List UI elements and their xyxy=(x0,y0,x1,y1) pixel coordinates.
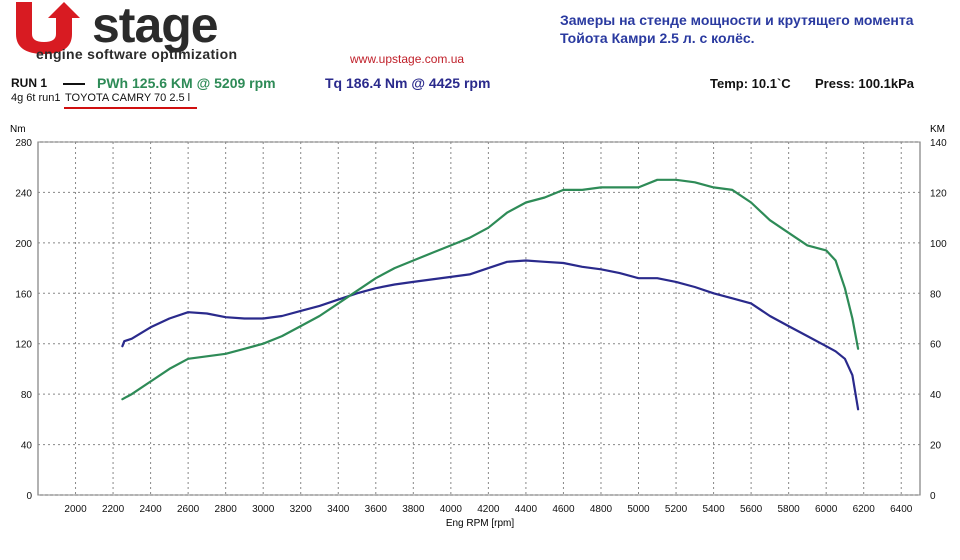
x-tick-label: 5200 xyxy=(665,504,688,515)
x-tick-label: 2200 xyxy=(102,504,125,515)
x-axis-label: Eng RPM [rpm] xyxy=(446,518,515,529)
x-tick-label: 6000 xyxy=(815,504,838,515)
y-right-tick-label: 120 xyxy=(930,188,947,199)
y-left-unit-label: Nm xyxy=(10,124,26,135)
temperature-readout: Temp: 10.1`C xyxy=(710,76,791,91)
run-label: RUN 1 xyxy=(11,76,48,90)
x-tick-label: 3800 xyxy=(402,504,425,515)
power-series-line xyxy=(121,178,860,401)
x-tick-label: 4400 xyxy=(515,504,538,515)
y-right-tick-label: 40 xyxy=(930,390,942,401)
legend-line xyxy=(63,83,85,85)
x-tick-label: 4200 xyxy=(477,504,500,515)
site-url: www.upstage.com.ua xyxy=(350,52,465,66)
axes: 2000 2200 2400 2600 2800 3000 3200 3400 3600 3800… xyxy=(15,138,947,515)
y-left-tick-label: 160 xyxy=(15,289,32,300)
y-left-tick-label: 80 xyxy=(21,390,33,401)
power-peak-readout: PWh 125.6 KM @ 5209 rpm xyxy=(97,75,276,91)
x-tick-label: 3200 xyxy=(290,504,313,515)
upstage-logo: stage engine software optimization xyxy=(6,0,306,64)
y-right-tick-label: 80 xyxy=(930,289,942,300)
x-tick-label: 3600 xyxy=(365,504,388,515)
y-left-tick-label: 120 xyxy=(15,340,32,351)
x-tick-label: 4000 xyxy=(440,504,463,515)
x-tick-label: 5400 xyxy=(702,504,725,515)
x-tick-label: 4600 xyxy=(552,504,575,515)
y-left-tick-label: 0 xyxy=(26,491,32,502)
logo-word: stage xyxy=(92,0,219,53)
y-right-tick-label: 140 xyxy=(930,138,947,149)
car-underline xyxy=(64,107,197,109)
y-right-tick-label: 60 xyxy=(930,340,942,351)
x-tick-label: 2000 xyxy=(64,504,87,515)
y-right-tick-label: 0 xyxy=(930,491,936,502)
x-tick-label: 3000 xyxy=(252,504,275,515)
x-tick-label: 2600 xyxy=(177,504,200,515)
x-tick-label: 6400 xyxy=(890,504,913,515)
torque-series-line xyxy=(121,259,860,411)
car-name: TOYOTA CAMRY 70 2.5 l xyxy=(65,92,191,104)
y-left-tick-label: 200 xyxy=(15,239,32,250)
x-tick-label: 6200 xyxy=(853,504,876,515)
y-left-tick-label: 280 xyxy=(15,138,32,149)
series-group xyxy=(121,178,860,411)
x-tick-label: 4800 xyxy=(590,504,613,515)
chart-subtitle: Замеры на стенде мощности и крутящего мо… xyxy=(560,12,914,46)
logo-u-arrow-icon xyxy=(16,2,80,54)
x-tick-label: 3400 xyxy=(327,504,350,515)
y-right-unit-label: KM xyxy=(930,124,945,135)
y-left-tick-label: 40 xyxy=(21,441,33,452)
torque-peak-readout: Tq 186.4 Nm @ 4425 rpm xyxy=(325,75,491,91)
x-tick-label: 2800 xyxy=(215,504,238,515)
x-tick-label: 5000 xyxy=(627,504,650,515)
x-tick-label: 2400 xyxy=(139,504,162,515)
y-right-tick-label: 100 xyxy=(930,239,947,250)
run-id: 4g 6t run1 xyxy=(11,92,61,104)
pressure-readout: Press: 100.1kPa xyxy=(815,76,915,91)
x-tick-label: 5800 xyxy=(778,504,801,515)
logo-tagline: engine software optimization xyxy=(36,46,238,62)
y-left-tick-label: 240 xyxy=(15,188,32,199)
x-tick-label: 5600 xyxy=(740,504,763,515)
y-right-tick-label: 20 xyxy=(930,441,942,452)
